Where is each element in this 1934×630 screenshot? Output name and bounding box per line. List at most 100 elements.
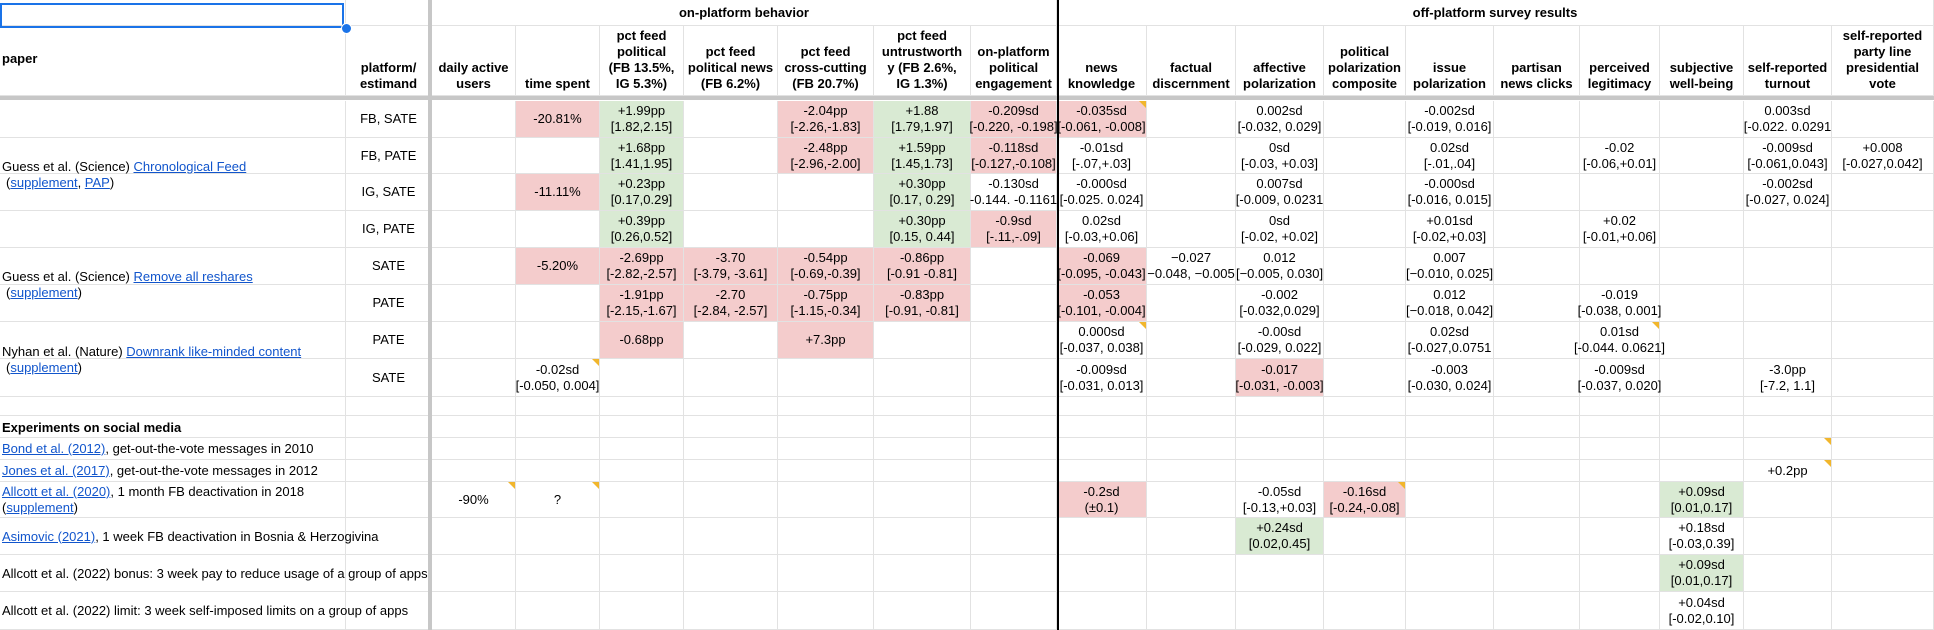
value-cell[interactable] <box>1580 518 1660 555</box>
header-col-16[interactable]: self-reported party line presidential vote <box>1832 26 1934 96</box>
value-cell[interactable] <box>971 416 1057 438</box>
value-cell[interactable] <box>432 285 516 322</box>
value-cell[interactable] <box>432 359 516 397</box>
value-cell[interactable] <box>874 518 971 555</box>
value-cell[interactable] <box>1832 518 1934 555</box>
value-cell[interactable]: +1.59pp [1.45,1.73] <box>874 138 971 174</box>
value-cell[interactable]: -0.05sd [-0.13,+0.03] <box>1236 482 1324 518</box>
selected-cell[interactable] <box>0 3 344 28</box>
platform-cell[interactable] <box>346 482 432 518</box>
value-cell[interactable] <box>874 482 971 518</box>
value-cell[interactable] <box>600 359 684 397</box>
value-cell[interactable] <box>1494 482 1580 518</box>
value-cell[interactable] <box>1236 460 1324 482</box>
header-col-1[interactable]: time spent <box>516 26 600 96</box>
value-cell[interactable] <box>684 416 778 438</box>
value-cell[interactable] <box>778 438 874 460</box>
value-cell[interactable] <box>684 174 778 211</box>
value-cell[interactable] <box>1147 359 1236 397</box>
header-col-12[interactable]: partisan news clicks <box>1494 26 1580 96</box>
header-group-off-platform[interactable]: off-platform survey results <box>1057 0 1934 26</box>
value-cell[interactable] <box>1236 438 1324 460</box>
value-cell[interactable] <box>1406 438 1494 460</box>
value-cell[interactable]: +0.02 [-0.01,+0.06] <box>1580 211 1660 248</box>
value-cell[interactable] <box>1324 460 1406 482</box>
value-cell[interactable] <box>432 174 516 211</box>
value-cell[interactable]: -2.70 [-2.84, -2.57] <box>684 285 778 322</box>
platform-cell[interactable]: PATE <box>346 285 432 322</box>
allcott-2020-link[interactable]: Allcott et al. (2020) <box>2 484 111 499</box>
value-cell[interactable] <box>874 397 971 416</box>
value-cell[interactable] <box>1147 285 1236 322</box>
value-cell[interactable] <box>1494 592 1580 630</box>
value-cell[interactable] <box>1744 248 1832 285</box>
value-cell[interactable] <box>1147 397 1236 416</box>
value-cell[interactable]: +0.04sd [-0.02,0.10] <box>1660 592 1744 630</box>
header-col-15[interactable]: self-reported turnout <box>1744 26 1832 96</box>
value-cell[interactable] <box>778 397 874 416</box>
value-cell[interactable] <box>1324 518 1406 555</box>
value-cell[interactable]: 0.000sd [-0.037, 0.038] <box>1057 322 1147 359</box>
value-cell[interactable]: +0.30pp [0.15, 0.44] <box>874 211 971 248</box>
value-cell[interactable] <box>1832 438 1934 460</box>
value-cell[interactable]: +0.2pp <box>1744 460 1832 482</box>
value-cell[interactable] <box>874 438 971 460</box>
value-cell[interactable] <box>778 359 874 397</box>
paper-cell[interactable] <box>0 359 346 397</box>
value-cell[interactable] <box>1660 359 1744 397</box>
value-cell[interactable] <box>1324 555 1406 592</box>
value-cell[interactable] <box>1057 592 1147 630</box>
pap-link[interactable]: PAP <box>84 174 110 190</box>
value-cell[interactable] <box>1660 416 1744 438</box>
value-cell[interactable] <box>1494 285 1580 322</box>
value-cell[interactable] <box>971 460 1057 482</box>
value-cell[interactable] <box>1580 397 1660 416</box>
value-cell[interactable] <box>432 555 516 592</box>
value-cell[interactable] <box>1744 438 1832 460</box>
value-cell[interactable] <box>1494 359 1580 397</box>
value-cell[interactable]: -0.002sd [-0.019, 0.016] <box>1406 101 1494 138</box>
value-cell[interactable] <box>1324 174 1406 211</box>
value-cell[interactable] <box>432 518 516 555</box>
value-cell[interactable]: -0.003 [-0.030, 0.024] <box>1406 359 1494 397</box>
header-col-0[interactable]: daily active users <box>432 26 516 96</box>
value-cell[interactable] <box>600 518 684 555</box>
value-cell[interactable] <box>1660 248 1744 285</box>
value-cell[interactable] <box>778 174 874 211</box>
value-cell[interactable]: -0.035sd [-0.061, -0.008] <box>1057 101 1147 138</box>
value-cell[interactable] <box>600 416 684 438</box>
value-cell[interactable]: -0.83pp [-0.91, -0.81] <box>874 285 971 322</box>
value-cell[interactable]: -0.000sd [-0.016, 0.015] <box>1406 174 1494 211</box>
value-cell[interactable] <box>684 101 778 138</box>
value-cell[interactable] <box>1832 482 1934 518</box>
value-cell[interactable] <box>778 555 874 592</box>
value-cell[interactable] <box>971 438 1057 460</box>
value-cell[interactable] <box>1324 359 1406 397</box>
value-cell[interactable]: -0.75pp [-1.15,-0.34] <box>778 285 874 322</box>
value-cell[interactable] <box>1406 460 1494 482</box>
value-cell[interactable]: -0.002 [-0.032,0.029] <box>1236 285 1324 322</box>
value-cell[interactable] <box>778 460 874 482</box>
value-cell[interactable] <box>1147 460 1236 482</box>
value-cell[interactable]: -3.70 [-3.79, -3.61] <box>684 248 778 285</box>
paper-cell[interactable] <box>0 518 346 555</box>
header-group-on-platform[interactable]: on-platform behavior <box>432 0 1057 26</box>
value-cell[interactable] <box>600 592 684 630</box>
platform-cell[interactable]: PATE <box>346 322 432 359</box>
value-cell[interactable] <box>1494 322 1580 359</box>
paper-cell[interactable] <box>0 138 346 174</box>
value-cell[interactable] <box>1324 211 1406 248</box>
value-cell[interactable] <box>1324 285 1406 322</box>
value-cell[interactable]: -0.68pp <box>600 322 684 359</box>
value-cell[interactable] <box>1660 322 1744 359</box>
value-cell[interactable]: +1.68pp [1.41,1.95] <box>600 138 684 174</box>
value-cell[interactable] <box>1494 138 1580 174</box>
supplement-link[interactable]: supplement <box>10 174 78 190</box>
value-cell[interactable] <box>1832 416 1934 438</box>
value-cell[interactable]: -11.11% <box>516 174 600 211</box>
value-cell[interactable] <box>971 555 1057 592</box>
value-cell[interactable] <box>1744 285 1832 322</box>
value-cell[interactable]: −0.027 −0.048, −0.005 <box>1147 248 1236 285</box>
supplement-link[interactable]: supplement <box>10 359 78 375</box>
value-cell[interactable] <box>1744 482 1832 518</box>
